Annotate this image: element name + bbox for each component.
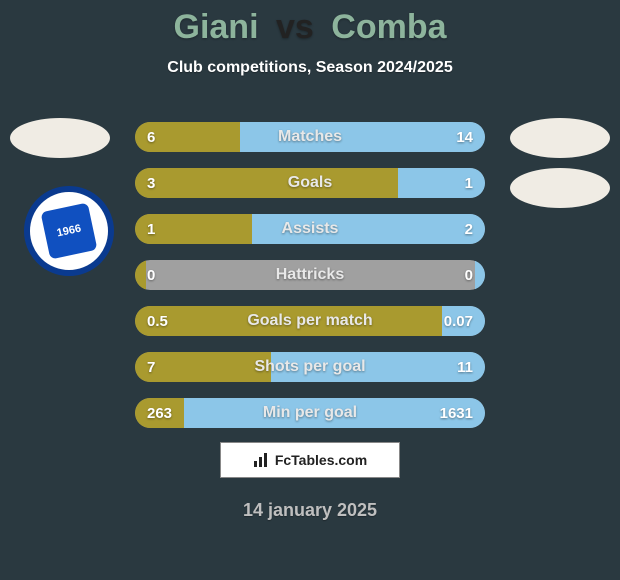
bar-label: Min per goal xyxy=(135,398,485,428)
bar-label: Hattricks xyxy=(135,260,485,290)
stat-bar: Goals 3 1 xyxy=(135,168,485,198)
club-shape-left xyxy=(10,118,110,158)
club-shape-right-2 xyxy=(510,168,610,208)
stat-bars: Matches 6 14 Goals 3 1 Assists 1 2 Hattr… xyxy=(135,122,485,444)
brand-text: FcTables.com xyxy=(275,452,367,468)
stat-bar: Shots per goal 7 11 xyxy=(135,352,485,382)
bar-value-right: 0 xyxy=(465,260,473,290)
bar-value-left: 6 xyxy=(147,122,155,152)
title-separator: vs xyxy=(276,8,314,46)
bar-label: Matches xyxy=(135,122,485,152)
stat-bar: Matches 6 14 xyxy=(135,122,485,152)
bar-label: Goals xyxy=(135,168,485,198)
club-badge-inner: 1966 xyxy=(41,203,98,260)
bar-value-left: 0.5 xyxy=(147,306,168,336)
page-title: Giani vs Comba xyxy=(0,0,620,47)
club-badge-left: 1966 xyxy=(24,186,114,276)
brand-bars-icon xyxy=(253,452,269,468)
stat-bar: Hattricks 0 0 xyxy=(135,260,485,290)
bar-value-right: 1631 xyxy=(440,398,473,428)
brand-box: FcTables.com xyxy=(220,442,400,478)
bar-value-right: 11 xyxy=(457,352,473,382)
bar-value-left: 263 xyxy=(147,398,172,428)
date-text: 14 january 2025 xyxy=(0,500,620,521)
bar-value-left: 3 xyxy=(147,168,155,198)
club-shape-right-1 xyxy=(510,118,610,158)
badge-year: 1966 xyxy=(56,223,82,240)
bar-value-left: 0 xyxy=(147,260,155,290)
stat-bar: Goals per match 0.5 0.07 xyxy=(135,306,485,336)
bar-label: Shots per goal xyxy=(135,352,485,382)
player-1-name: Giani xyxy=(174,8,259,46)
bar-label: Goals per match xyxy=(135,306,485,336)
subtitle: Club competitions, Season 2024/2025 xyxy=(0,59,620,77)
bar-value-right: 14 xyxy=(456,122,473,152)
bar-label: Assists xyxy=(135,214,485,244)
player-2-name: Comba xyxy=(331,8,446,46)
bar-value-left: 1 xyxy=(147,214,155,244)
bar-value-right: 1 xyxy=(465,168,473,198)
stat-bar: Assists 1 2 xyxy=(135,214,485,244)
bar-value-right: 0.07 xyxy=(444,306,473,336)
bar-value-right: 2 xyxy=(465,214,473,244)
stat-bar: Min per goal 263 1631 xyxy=(135,398,485,428)
comparison-card: Giani vs Comba Club competitions, Season… xyxy=(0,0,620,580)
bar-value-left: 7 xyxy=(147,352,155,382)
